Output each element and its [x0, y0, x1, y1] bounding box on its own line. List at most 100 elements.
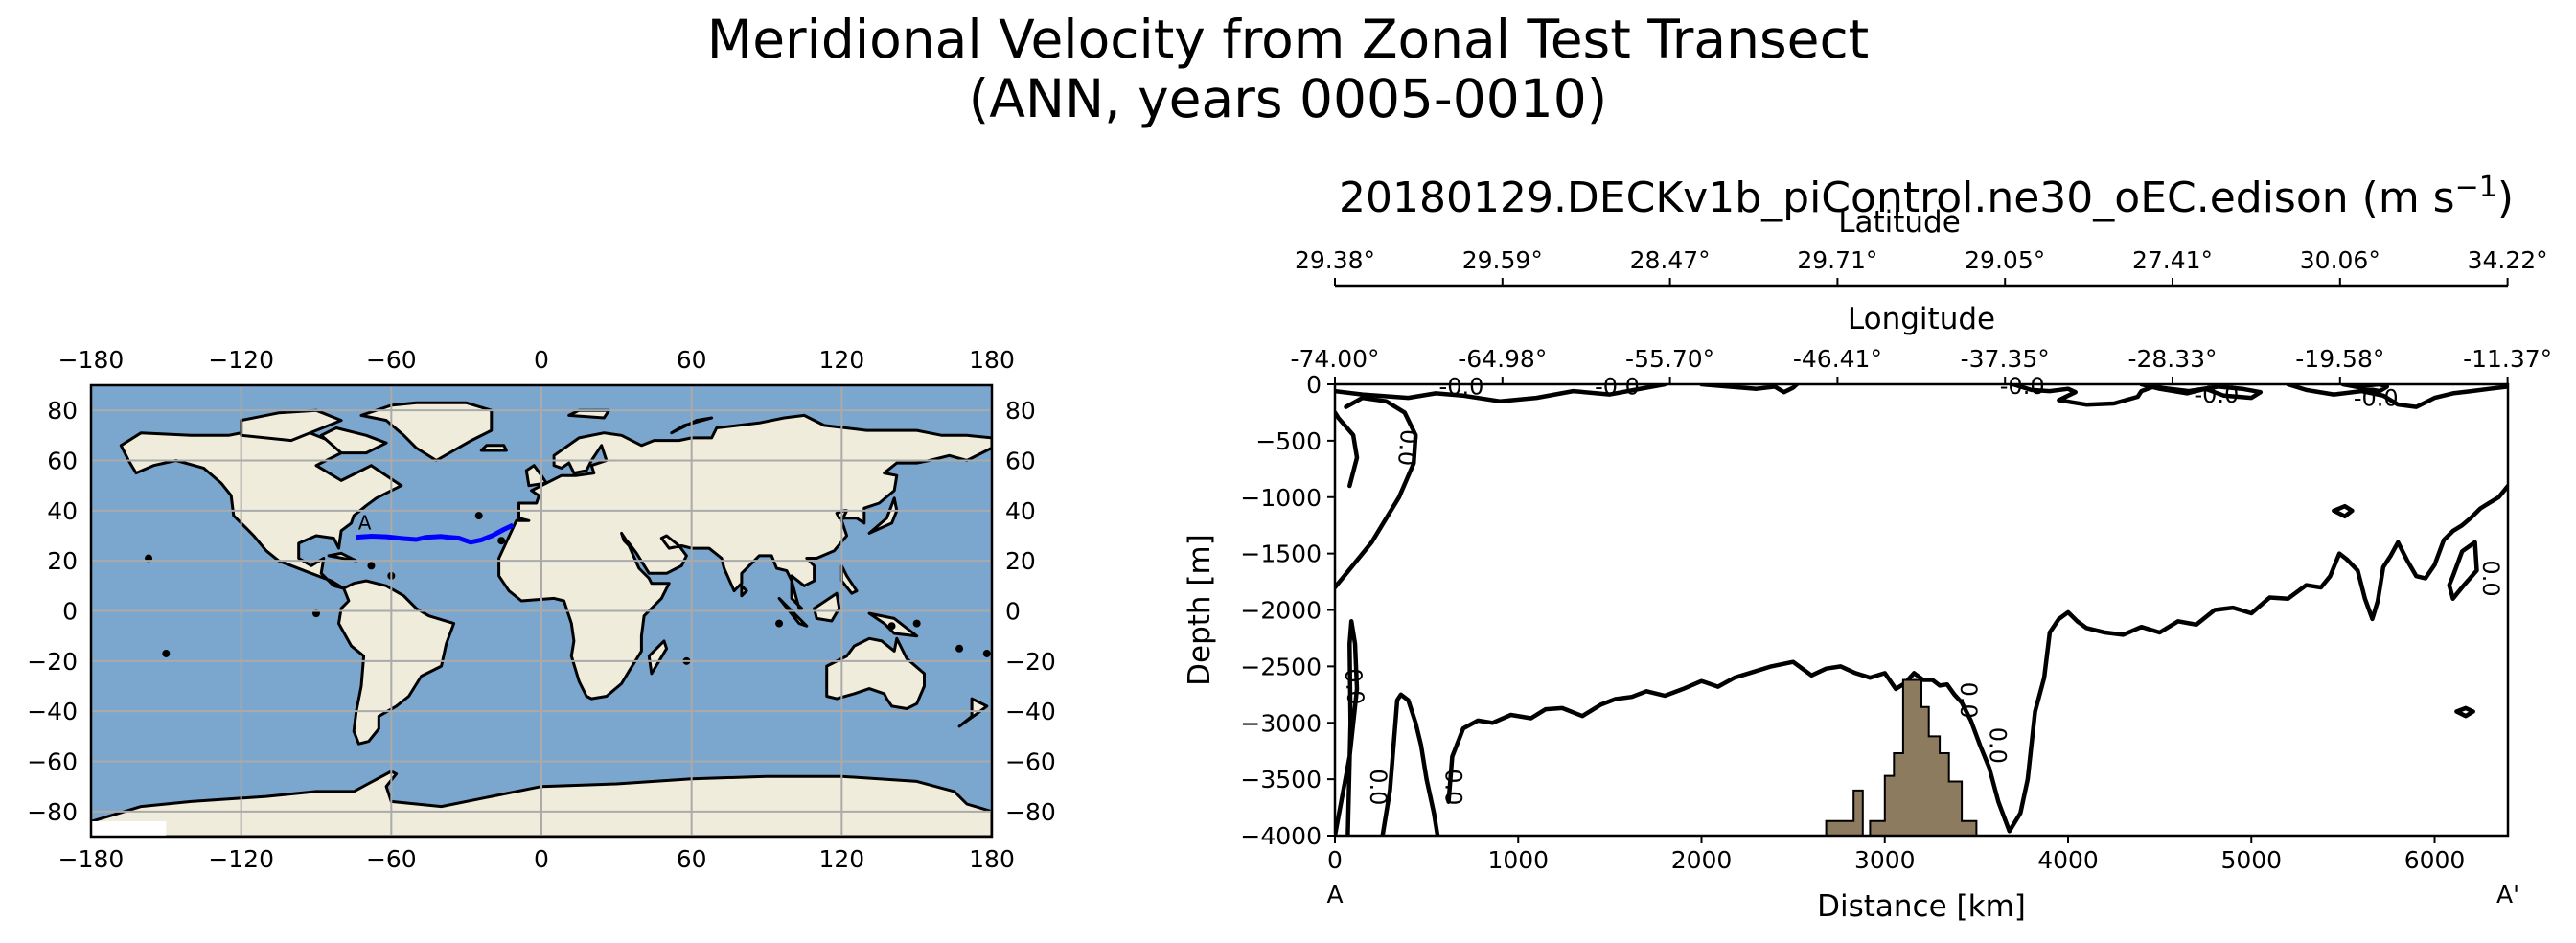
eurasia-africa-land — [497, 413, 992, 701]
distance-tick-label: 2000 — [1671, 846, 1733, 874]
depth-tick-label: −1000 — [1240, 484, 1322, 512]
latitude-tick-label: 29.38° — [1295, 246, 1375, 274]
map-top-tick-label: −60 — [366, 346, 417, 374]
longitude-tick-label: -46.41° — [1793, 345, 1882, 373]
depth-tick-label: −1500 — [1240, 540, 1322, 568]
map-left-tick-label: 40 — [47, 497, 78, 525]
contour-label: 0.0 — [1365, 769, 1392, 805]
zero-contour-line — [1335, 619, 1360, 836]
map-bottom-tick-label: −180 — [58, 845, 125, 873]
longitude-tick-label: -64.98° — [1458, 345, 1547, 373]
latitude-tick-label: 34.22° — [2468, 246, 2548, 274]
map-right-tick-label: 80 — [1005, 397, 1036, 425]
contour-label: 0.0 — [1955, 682, 1982, 719]
map-bottom-tick-label: 120 — [818, 845, 864, 873]
map-right-tick-label: 60 — [1005, 448, 1036, 475]
contour-label: 0.0 — [1984, 727, 2011, 764]
latitude-axis-label: Latitude — [1838, 205, 1961, 240]
contour-label: -0.0 — [2194, 381, 2239, 408]
map-top-tick-label: −120 — [208, 346, 274, 374]
bathymetry-seafloor — [1825, 678, 1978, 836]
latitude-tick-label: 30.06° — [2300, 246, 2380, 274]
novaya-zemlya-land — [670, 416, 714, 435]
longitude-tick-label: -28.33° — [2128, 345, 2217, 373]
map-frame — [89, 383, 994, 839]
map-top-tick-label: 120 — [818, 346, 864, 374]
svalbard-land — [567, 408, 610, 420]
map-bottom-tick-label: 60 — [677, 845, 707, 873]
contour-label: 0.0 — [1392, 428, 1422, 467]
depth-tick-label: 0 — [1306, 371, 1322, 399]
map-right-tick-label: −40 — [1005, 698, 1056, 725]
section-title-close: ) — [2497, 173, 2514, 222]
latitude-tick-label: 29.59° — [1462, 246, 1543, 274]
contour-label: -0.0 — [1595, 374, 1640, 401]
arctic-archipelago-land — [240, 408, 343, 443]
map-left-tick-label: 60 — [47, 448, 78, 475]
distance-tick-label: 4000 — [2037, 846, 2099, 874]
borneo-land — [813, 591, 841, 623]
map-white-patch — [91, 821, 167, 837]
latitude-tick-label: 28.47° — [1630, 246, 1711, 274]
contour-label: 0.0 — [1340, 667, 1369, 705]
distance-tick-label: 6000 — [2404, 846, 2466, 874]
map-right-tick-label: 20 — [1005, 547, 1036, 575]
map-bottom-tick-label: −120 — [208, 845, 274, 873]
island-speck — [474, 512, 483, 520]
depth-tick-label: −2500 — [1240, 653, 1322, 680]
latitude-tick-label: 29.71° — [1797, 246, 1877, 274]
zero-contour-line — [2011, 384, 2162, 407]
figure-title-line1: Meridional Velocity from Zonal Test Tran… — [706, 9, 1870, 70]
contour-label: -0.0 — [2354, 384, 2399, 411]
contour-label: -0.0 — [1439, 374, 1484, 401]
figure-title-line2: (ANN, years 0005-0010) — [968, 68, 1608, 129]
map-left-tick-label: −60 — [27, 748, 78, 776]
longitude-tick-label: -55.70° — [1625, 345, 1714, 373]
map-left-tick-label: 20 — [47, 547, 78, 575]
map-right-tick-label: 0 — [1005, 598, 1021, 626]
depth-tick-label: −3000 — [1240, 709, 1322, 737]
zero-contour-line — [1699, 384, 1800, 395]
section-title-units-exponent: −1 — [2455, 171, 2497, 204]
contour-label: 0.0 — [2477, 560, 2504, 596]
longitude-tick-label: -37.35° — [1961, 345, 2050, 373]
map-top-tick-label: 60 — [677, 346, 707, 374]
map-left-tick-label: −40 — [27, 698, 78, 725]
depth-tick-label: −500 — [1255, 427, 1322, 455]
baffin-island-land — [319, 426, 388, 455]
longitude-tick-label: -19.58° — [2295, 345, 2384, 373]
island-speck — [887, 622, 896, 631]
japan-land — [867, 496, 899, 535]
contour-label: -0.0 — [2000, 373, 2045, 400]
transect-line — [356, 522, 515, 545]
map-right-tick-label: 40 — [1005, 497, 1036, 525]
new-zealand-land — [957, 697, 989, 728]
section-end-label: A' — [2496, 881, 2519, 908]
zero-contour-line — [2286, 384, 2508, 409]
contour-label: 0.0 — [1439, 769, 1466, 805]
greenland-land — [359, 401, 494, 462]
island-speck — [912, 619, 921, 628]
map-top-tick-label: −180 — [58, 346, 125, 374]
distance-tick-label: 3000 — [1854, 846, 1916, 874]
distance-tick-label: 5000 — [2220, 846, 2282, 874]
island-speck — [982, 649, 991, 657]
australia-land — [825, 636, 926, 710]
depth-tick-label: −2000 — [1240, 597, 1322, 625]
zero-contour-line — [2454, 705, 2475, 719]
map-right-tick-label: −80 — [1005, 798, 1056, 826]
map-right-tick-label: −20 — [1005, 648, 1056, 676]
map-left-tick-label: −20 — [27, 648, 78, 676]
island-speck — [955, 644, 964, 653]
island-speck — [775, 619, 784, 628]
x-axis-label: Distance [km] — [1817, 889, 2026, 924]
map-right-tick-label: −60 — [1005, 748, 1056, 776]
iceland-land — [479, 444, 508, 452]
map-bottom-tick-label: −60 — [366, 845, 417, 873]
zero-contours — [1335, 384, 2508, 836]
zero-contour-line — [1380, 692, 1440, 836]
map-top-tick-label: 180 — [969, 346, 1015, 374]
distance-tick-label: 0 — [1327, 846, 1343, 874]
island-speck — [367, 562, 376, 570]
